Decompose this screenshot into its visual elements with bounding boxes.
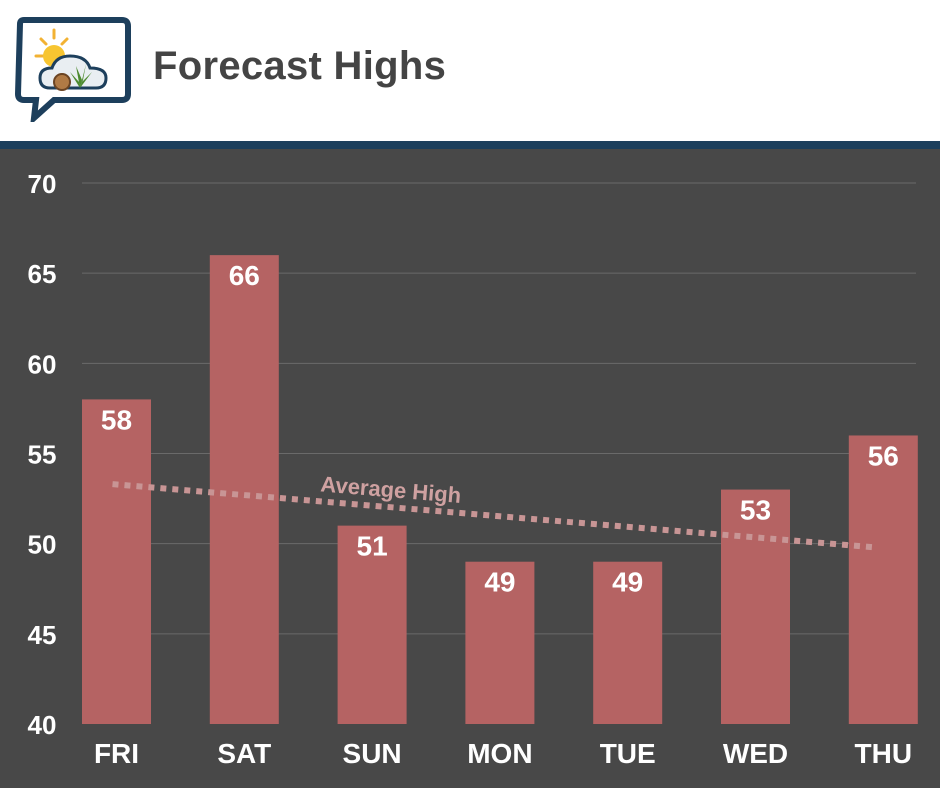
page-title: Forecast Highs [153,44,447,88]
weather-cannabis-logo-icon [10,16,134,126]
bar-mon [465,561,535,724]
data-label: 56 [868,440,899,471]
y-tick-label: 70 [28,169,57,199]
bar-wed [721,489,790,724]
header-divider [0,141,940,149]
data-label: 49 [612,567,643,598]
data-label: 51 [357,531,388,562]
y-tick-label: 45 [28,620,57,650]
y-tick-label: 60 [28,349,57,379]
x-category-label: SUN [343,738,402,769]
y-tick-label: 40 [28,710,57,740]
header-bar: Forecast Highs [0,0,940,141]
average-high-line [112,481,875,551]
bar-fri [82,399,151,724]
bars [82,255,918,724]
y-tick-label: 65 [28,259,57,289]
y-tick-label: 50 [28,530,57,560]
x-category-label: TUE [600,738,656,769]
x-category-label: SAT [217,738,271,769]
data-label: 53 [740,495,771,526]
x-category-label: WED [723,738,788,769]
bar-thu [848,435,918,724]
y-tick-label: 55 [28,440,57,470]
data-label: 66 [229,260,260,291]
data-label: 49 [484,567,515,598]
bar-sun [337,525,407,724]
data-labels: 58 66 51 49 49 53 56 [101,260,899,598]
bar-sat [209,255,279,724]
x-axis-categories: FRI SAT SUN MON TUE WED THU [94,738,912,769]
x-category-label: FRI [94,738,139,769]
x-category-label: THU [855,738,913,769]
bar-tue [593,561,663,724]
data-label: 58 [101,404,132,435]
x-category-label: MON [467,738,532,769]
bar-chart: 40 45 50 55 60 65 70 Average High 58 66 51 49 49 53… [0,149,940,788]
y-axis-ticks: 40 45 50 55 60 65 70 [28,169,57,740]
